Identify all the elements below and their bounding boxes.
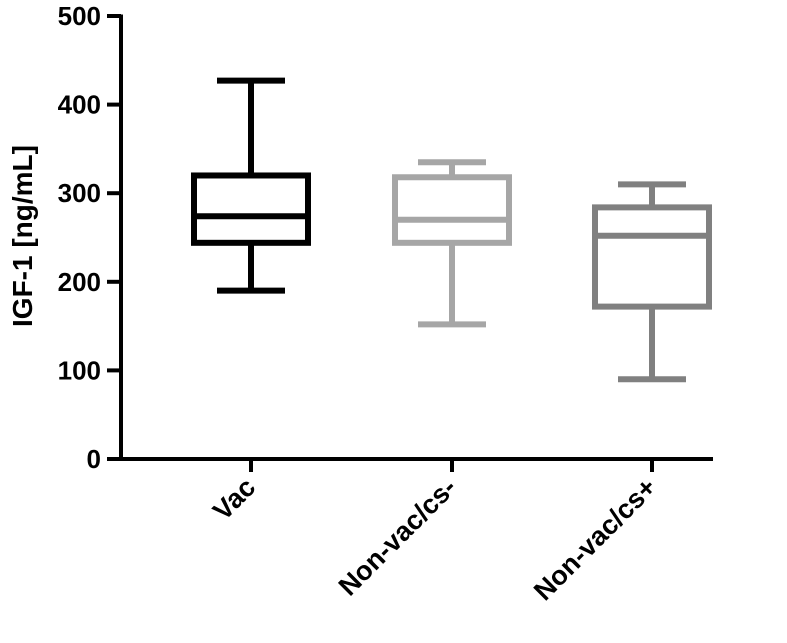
iqr-box [191, 172, 311, 246]
iqr-box [592, 204, 712, 310]
box-vac [191, 77, 311, 294]
x-tick-label: Non-vac/cs+ [528, 472, 662, 606]
y-tick-label: 0 [87, 444, 101, 474]
x-tick-label: Non-vac/cs- [333, 472, 462, 601]
y-tick-label: 200 [58, 267, 101, 297]
iqr-box [392, 174, 512, 246]
x-tick-label: Vac [207, 472, 261, 526]
y-axis: 0 100 200 300 400 500 [58, 1, 123, 474]
y-tick-label: 100 [58, 355, 101, 385]
y-axis-title: IGF-1 [ng/mL] [7, 145, 38, 327]
y-tick-label: 400 [58, 90, 101, 120]
y-tick-label: 300 [58, 178, 101, 208]
boxes [191, 77, 712, 383]
box-non-vac-cs- [592, 181, 712, 383]
x-axis: Vac Non-vac/cs- Non-vac/cs+ [119, 457, 713, 606]
box-non-vac-cs- [392, 159, 512, 328]
y-tick-label: 500 [58, 1, 101, 31]
